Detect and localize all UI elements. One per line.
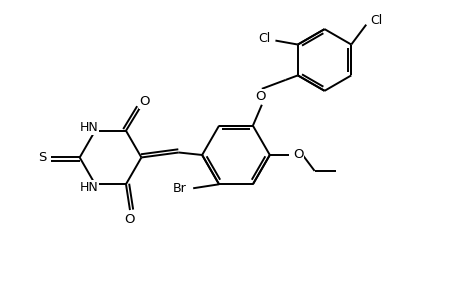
Text: HN: HN: [79, 181, 98, 194]
Text: O: O: [255, 90, 265, 103]
Text: O: O: [140, 95, 150, 108]
Text: Br: Br: [172, 182, 186, 195]
Text: O: O: [124, 212, 135, 226]
Text: S: S: [38, 151, 46, 164]
Text: HN: HN: [79, 121, 98, 134]
Text: O: O: [292, 148, 303, 161]
Text: Cl: Cl: [369, 14, 381, 27]
Text: Cl: Cl: [258, 32, 270, 45]
